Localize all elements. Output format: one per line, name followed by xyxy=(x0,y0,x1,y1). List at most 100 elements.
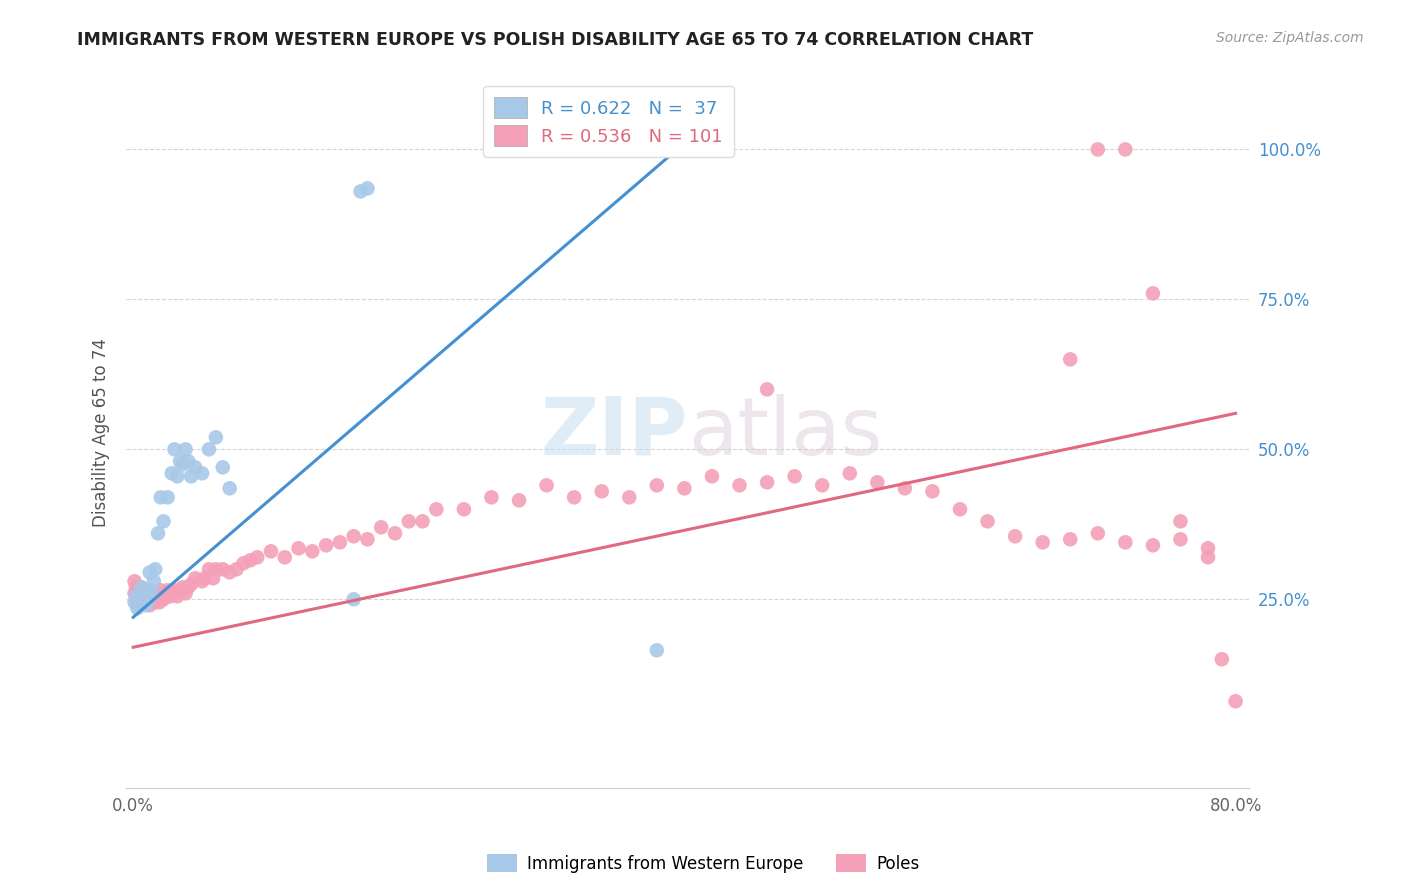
Point xyxy=(143,562,166,576)
Point xyxy=(142,574,165,589)
Point xyxy=(260,544,283,558)
Point xyxy=(139,586,162,600)
Point xyxy=(131,595,153,609)
Point xyxy=(1059,533,1081,547)
Point xyxy=(125,580,148,594)
Point xyxy=(1087,526,1109,541)
Point xyxy=(180,469,202,483)
Point xyxy=(125,592,148,607)
Point xyxy=(1059,352,1081,367)
Point xyxy=(1211,652,1233,666)
Point xyxy=(1225,694,1247,708)
Point xyxy=(1004,529,1026,543)
Point xyxy=(131,580,153,594)
Point xyxy=(232,556,254,570)
Point xyxy=(202,571,225,585)
Point xyxy=(124,595,146,609)
Point xyxy=(124,574,146,589)
Point xyxy=(152,592,174,607)
Legend: Immigrants from Western Europe, Poles: Immigrants from Western Europe, Poles xyxy=(479,847,927,880)
Point xyxy=(239,553,262,567)
Point xyxy=(177,454,200,468)
Point xyxy=(783,469,806,483)
Point xyxy=(138,589,160,603)
Point xyxy=(174,586,197,600)
Point xyxy=(673,481,696,495)
Point xyxy=(481,491,503,505)
Point xyxy=(225,562,247,576)
Point xyxy=(811,478,834,492)
Point xyxy=(645,643,668,657)
Point xyxy=(1197,550,1219,565)
Point xyxy=(138,566,160,580)
Point xyxy=(218,481,240,495)
Point xyxy=(1170,533,1192,547)
Point xyxy=(949,502,972,516)
Point xyxy=(329,535,352,549)
Point xyxy=(1142,538,1164,552)
Point xyxy=(384,526,406,541)
Point xyxy=(211,460,233,475)
Point xyxy=(356,533,378,547)
Point xyxy=(1170,514,1192,528)
Point xyxy=(128,592,150,607)
Point xyxy=(141,592,163,607)
Point xyxy=(146,586,169,600)
Point xyxy=(166,469,188,483)
Point xyxy=(218,566,240,580)
Point xyxy=(149,491,172,505)
Point xyxy=(1197,541,1219,556)
Point xyxy=(866,475,889,490)
Point xyxy=(287,541,309,556)
Point xyxy=(191,467,214,481)
Point xyxy=(191,574,214,589)
Point xyxy=(356,181,378,195)
Point xyxy=(198,442,221,457)
Point xyxy=(169,454,191,468)
Point xyxy=(135,599,157,613)
Point xyxy=(174,442,197,457)
Point xyxy=(894,481,917,495)
Point xyxy=(211,562,233,576)
Text: Source: ZipAtlas.com: Source: ZipAtlas.com xyxy=(1216,31,1364,45)
Point xyxy=(138,592,160,607)
Point xyxy=(125,589,148,603)
Legend: R = 0.622   N =  37, R = 0.536   N = 101: R = 0.622 N = 37, R = 0.536 N = 101 xyxy=(484,87,734,157)
Point xyxy=(398,514,420,528)
Point xyxy=(136,583,159,598)
Point xyxy=(127,583,149,598)
Y-axis label: Disability Age 65 to 74: Disability Age 65 to 74 xyxy=(93,338,110,527)
Point xyxy=(177,580,200,594)
Point xyxy=(315,538,337,552)
Point xyxy=(166,589,188,603)
Point xyxy=(412,514,434,528)
Point xyxy=(159,589,181,603)
Point xyxy=(129,580,152,594)
Point xyxy=(194,571,217,585)
Point xyxy=(172,580,194,594)
Point xyxy=(921,484,943,499)
Point xyxy=(425,502,447,516)
Point xyxy=(149,583,172,598)
Point xyxy=(508,493,530,508)
Point xyxy=(127,601,149,615)
Point xyxy=(163,442,186,457)
Point xyxy=(134,589,156,603)
Point xyxy=(274,550,297,565)
Point xyxy=(1032,535,1054,549)
Point xyxy=(134,583,156,598)
Text: IMMIGRANTS FROM WESTERN EUROPE VS POLISH DISABILITY AGE 65 TO 74 CORRELATION CHA: IMMIGRANTS FROM WESTERN EUROPE VS POLISH… xyxy=(77,31,1033,49)
Point xyxy=(136,592,159,607)
Point xyxy=(150,589,173,603)
Point xyxy=(246,550,269,565)
Point xyxy=(343,529,366,543)
Point xyxy=(156,491,179,505)
Point xyxy=(756,475,779,490)
Point xyxy=(343,592,366,607)
Point xyxy=(1142,286,1164,301)
Point xyxy=(128,586,150,600)
Point xyxy=(135,595,157,609)
Point xyxy=(1087,143,1109,157)
Point xyxy=(136,583,159,598)
Point xyxy=(536,478,558,492)
